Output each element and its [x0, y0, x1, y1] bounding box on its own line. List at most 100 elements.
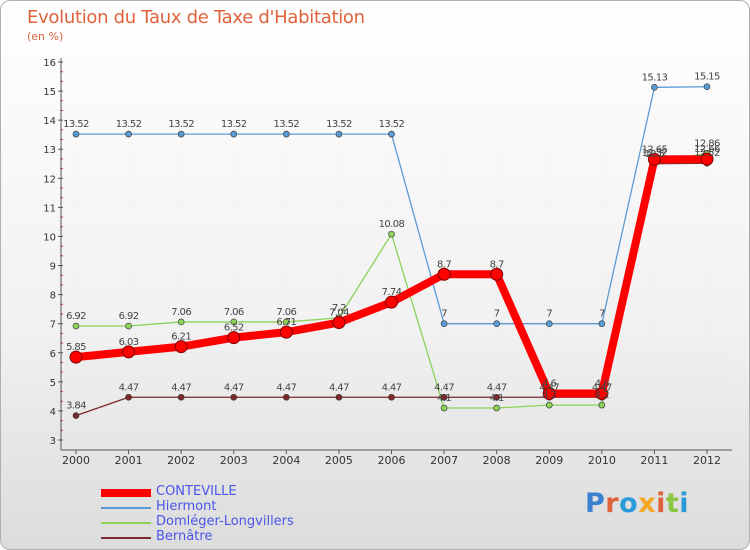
data-label: 12.5	[644, 149, 664, 160]
data-label: 7.06	[171, 307, 191, 318]
x-tick-label: 2002	[167, 454, 195, 467]
data-label: 12.66	[694, 144, 720, 155]
data-point	[125, 130, 132, 138]
data-label: 7	[546, 309, 552, 320]
x-tick-label: 2007	[430, 454, 458, 467]
y-tick-label: 15	[43, 87, 56, 98]
x-tick-label: 2003	[220, 454, 248, 467]
y-tick-label: 4	[50, 407, 56, 418]
data-point	[542, 386, 556, 400]
data-label: 10.08	[379, 219, 405, 230]
data-point	[388, 230, 395, 238]
y-tick-label: 5	[50, 378, 56, 389]
logo-letter: x	[638, 488, 657, 519]
legend-label: Hiermont	[156, 499, 217, 514]
x-tick-label: 2008	[483, 454, 511, 467]
data-label: 15.13	[642, 72, 668, 83]
data-point	[125, 393, 132, 401]
data-point	[440, 320, 448, 327]
data-point	[440, 393, 448, 401]
data-point	[69, 350, 83, 364]
data-point	[388, 393, 395, 401]
data-point	[595, 386, 609, 400]
logo-letter: r	[605, 488, 620, 519]
data-label: 4.47	[592, 382, 612, 393]
data-point	[647, 152, 661, 166]
data-point	[700, 152, 714, 166]
data-label: 7.04	[329, 308, 349, 319]
point-labels: 5.85 6.03 6.21 6.52 6.71 7.04 7.74 8.7 8.7 4.6 4.6…	[63, 72, 720, 412]
data-point	[283, 130, 290, 138]
proxiti-logo: Proxiti	[585, 488, 689, 519]
y-tick-label: 13	[43, 145, 56, 156]
data-label: 4.47	[119, 382, 139, 393]
data-point	[703, 83, 711, 91]
data-label: 4.47	[382, 382, 402, 393]
data-label: 4.2	[542, 390, 556, 401]
x-tick-label: 2011	[640, 454, 668, 467]
data-point	[335, 130, 343, 138]
data-label: 13.52	[116, 119, 142, 130]
data-label: 4.47	[487, 382, 507, 393]
data-label: 8.7	[437, 259, 451, 270]
data-label: 13.52	[63, 119, 89, 130]
data-label: 4.47	[329, 382, 349, 393]
data-point	[332, 316, 346, 330]
data-label: 4.47	[539, 382, 559, 393]
y-unit-label: (en %)	[27, 30, 64, 43]
legend-swatch	[101, 522, 151, 524]
data-label: 6.03	[119, 337, 139, 348]
x-tick-label: 2005	[325, 454, 353, 467]
data-label: 6.92	[119, 311, 139, 322]
data-point	[545, 320, 553, 327]
data-point	[177, 393, 185, 401]
logo-letter: o	[619, 488, 639, 519]
data-label: 7.2	[332, 303, 346, 314]
data-label: 6.21	[171, 332, 191, 343]
y-tick-label: 11	[43, 203, 56, 214]
data-point	[490, 267, 504, 281]
legend-label: Bernâtre	[156, 529, 213, 544]
data-label: 13.52	[379, 119, 405, 130]
data-point	[388, 130, 395, 138]
data-label: 4.47	[434, 382, 454, 393]
data-point	[385, 295, 398, 309]
axes: 3 4 5 6 7 8 9 10 11 12 13 14 15 16 2000 2001 2002 2003 200…	[43, 58, 732, 467]
x-tick-label: 2010	[588, 454, 616, 467]
legend-swatch	[101, 537, 151, 539]
series-line-Domléger-Longvillers	[75, 152, 708, 409]
data-label: 13.52	[274, 119, 300, 130]
x-tick-label: 2009	[535, 454, 563, 467]
data-point	[230, 393, 238, 401]
y-tick-label: 16	[43, 58, 56, 69]
data-point	[440, 404, 448, 412]
data-point	[227, 331, 241, 345]
data-point	[283, 393, 290, 401]
data-label: 5.85	[66, 342, 86, 353]
data-point	[174, 340, 188, 354]
data-point	[72, 412, 80, 419]
data-label: 7	[441, 309, 447, 320]
data-point	[125, 322, 132, 330]
data-point	[545, 401, 553, 409]
data-point	[283, 318, 290, 326]
x-tick-label: 2012	[693, 454, 721, 467]
x-tick-label: 2001	[115, 454, 143, 467]
y-tick-label: 7	[50, 320, 56, 331]
data-point	[493, 320, 500, 327]
data-label: 4.47	[224, 382, 244, 393]
data-label: 7.06	[276, 307, 296, 318]
data-label: 12.52	[694, 148, 720, 159]
data-label: 6.92	[66, 311, 86, 322]
logo-letter: P	[585, 488, 606, 519]
x-tick-label: 2000	[62, 454, 90, 467]
data-point	[279, 325, 293, 339]
y-tick-label: 9	[50, 262, 56, 273]
data-label: 12.65	[642, 144, 668, 155]
legend-swatch	[101, 489, 151, 497]
logo-letter: i	[679, 488, 690, 519]
y-tick-label: 8	[50, 291, 56, 302]
data-label: 12.86	[694, 138, 720, 149]
